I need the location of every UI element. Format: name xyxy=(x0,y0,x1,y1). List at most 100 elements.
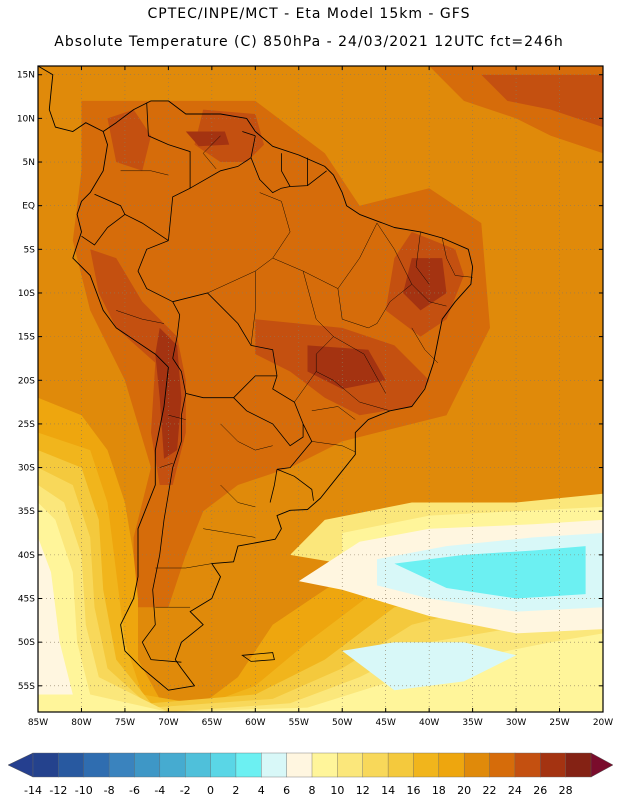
colorbar-swatch xyxy=(159,752,186,778)
map-frame xyxy=(37,65,604,713)
country-border xyxy=(172,292,278,376)
political-boundaries xyxy=(38,66,474,691)
lon-label: 80W xyxy=(71,718,91,728)
colorbar-label: -10 xyxy=(75,784,93,797)
lat-label: 5S xyxy=(24,245,36,255)
state-border xyxy=(168,414,186,420)
colorbar-swatch xyxy=(134,752,161,778)
map-title: CPTEC/INPE/MCT - Eta Model 15km - GFS xyxy=(147,6,471,22)
country-border xyxy=(272,375,304,425)
colorbar: -14 -12 -10 -8 -6 -4 -2 0 2 4 6 8 10 12 14 16 18 20 22 24 26… xyxy=(7,752,614,797)
temperature-region-22 xyxy=(38,537,73,695)
state-border xyxy=(311,441,356,453)
colorbar-label: 28 xyxy=(559,784,573,797)
temperature-region-11 xyxy=(307,345,386,389)
state-border xyxy=(220,484,256,508)
state-border xyxy=(411,327,438,363)
lon-label: 45W xyxy=(376,718,396,728)
lat-label: 25S xyxy=(18,420,35,430)
falkland-islands xyxy=(241,652,275,662)
state-border xyxy=(368,284,412,329)
temperature-region-3 xyxy=(481,74,603,128)
country-border xyxy=(189,135,256,189)
state-border xyxy=(311,406,356,420)
colorbar-label: 20 xyxy=(457,784,471,797)
country-border xyxy=(141,393,187,663)
lon-label: 70W xyxy=(158,718,178,728)
state-border xyxy=(155,563,212,569)
colorbar-swatch xyxy=(311,752,338,778)
colorbar-under-arrow xyxy=(7,752,34,778)
lat-label: 5N xyxy=(23,158,35,168)
state-border xyxy=(203,528,256,538)
temperature-field xyxy=(38,66,603,712)
colorbar-label: 6 xyxy=(283,784,290,797)
state-border xyxy=(441,237,473,278)
colorbar-label: -12 xyxy=(49,784,67,797)
colorbar-swatch xyxy=(286,752,313,778)
country-border xyxy=(276,468,314,501)
colorbar-label: 8 xyxy=(309,784,316,797)
temperature-region-19 xyxy=(38,502,603,712)
lat-label: 10N xyxy=(17,114,35,124)
colorbar-swatch xyxy=(337,752,364,778)
colorbar-swatch xyxy=(413,752,440,778)
lat-label: 35S xyxy=(18,507,35,517)
colorbar-swatch xyxy=(58,752,85,778)
colorbar-swatch xyxy=(32,752,59,778)
lat-label: 50S xyxy=(18,638,35,648)
lon-label: 20W xyxy=(593,718,613,728)
lat-label: 10S xyxy=(18,289,35,299)
country-border xyxy=(172,301,181,359)
colorbar-swatch xyxy=(489,752,516,778)
colorbar-label: 18 xyxy=(432,784,446,797)
state-border xyxy=(259,192,291,259)
colorbar-label: -2 xyxy=(180,784,191,797)
lat-label: 15N xyxy=(17,71,35,81)
country-border xyxy=(276,423,313,470)
state-border xyxy=(202,135,221,170)
country-border xyxy=(242,131,256,137)
colorbar-label: 14 xyxy=(381,784,395,797)
colorbar-swatch xyxy=(261,752,288,778)
country-border xyxy=(233,397,304,447)
lat-label: 45S xyxy=(18,595,35,605)
country-border xyxy=(81,214,126,246)
colorbar-label: 24 xyxy=(508,784,522,797)
country-border xyxy=(137,240,173,303)
country-border xyxy=(280,153,291,187)
state-border xyxy=(316,371,391,412)
lon-label: 25W xyxy=(549,718,569,728)
country-border xyxy=(269,469,278,503)
colorbar-swatch xyxy=(387,752,414,778)
colorbar-label: -8 xyxy=(104,784,115,797)
colorbar-swatch xyxy=(540,752,567,778)
lon-label: 40W xyxy=(419,718,439,728)
lat-label: 15S xyxy=(18,333,35,343)
state-border xyxy=(116,310,165,324)
map-subtitle: Absolute Temperature (C) 850hPa - 24/03/… xyxy=(54,34,564,50)
temperature-region-10 xyxy=(403,258,447,311)
colorbar-label: 16 xyxy=(406,784,420,797)
lat-label: 40S xyxy=(18,551,35,561)
colorbar-swatch xyxy=(83,752,110,778)
lon-label: 75W xyxy=(115,718,135,728)
colorbar-label: 4 xyxy=(258,784,265,797)
colorbar-over-arrow xyxy=(590,752,614,778)
colorbar-label: 10 xyxy=(330,784,344,797)
colorbar-swatch xyxy=(184,752,212,778)
state-border xyxy=(250,271,256,346)
colorbar-swatch xyxy=(514,752,541,778)
colorbar-swatch xyxy=(235,752,262,778)
colorbar-swatch xyxy=(463,752,491,778)
lat-label: EQ xyxy=(22,202,35,212)
state-border xyxy=(220,423,273,451)
temperature-region-5 xyxy=(107,109,151,171)
colorbar-label: -4 xyxy=(154,784,165,797)
state-border xyxy=(294,336,334,403)
colorbar-swatch xyxy=(210,752,237,778)
state-border xyxy=(120,170,169,176)
colorbar-label: 12 xyxy=(356,784,370,797)
central-america-coast xyxy=(38,66,104,132)
